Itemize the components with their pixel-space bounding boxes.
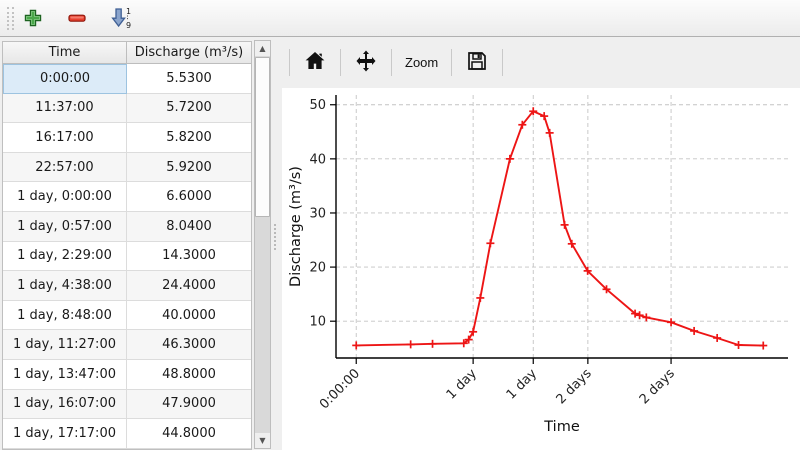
cell-time[interactable]: 1 day, 13:47:00 (3, 359, 127, 390)
cell-time[interactable]: 0:00:00 (3, 64, 127, 94)
table-row[interactable]: 16:17:00 5.8200 (3, 123, 251, 153)
cell-discharge[interactable]: 5.8200 (127, 123, 251, 153)
y-tick-label: 10 (309, 315, 326, 330)
sort-digit-1: 1 (126, 7, 131, 16)
discharge-plot-canvas[interactable]: 10 20 30 40 50 0:00:00 1 day 1 day 2 days 2 days T… (282, 88, 800, 450)
scroll-down-button[interactable]: ▼ (255, 433, 270, 448)
chart-toolbar: Zoom (282, 40, 510, 84)
y-tick-label: 30 (309, 206, 326, 221)
y-tick-label: 40 (309, 152, 326, 167)
cell-discharge[interactable]: 5.9200 (127, 152, 251, 183)
cell-time[interactable]: 1 day, 11:27:00 (3, 330, 127, 360)
table-body: 0:00:00 5.5300 11:37:00 5.7200 16:17:00 5.820… (3, 64, 251, 449)
main-toolbar: 1 9 (0, 0, 800, 37)
toolbar-separator (340, 48, 341, 76)
remove-icon (66, 7, 88, 32)
add-icon (22, 7, 44, 32)
save-figure-button[interactable] (459, 45, 495, 80)
table-row[interactable]: 1 day, 4:38:00 24.4000 (3, 271, 251, 301)
table-header: Time Discharge (m³/s) (3, 42, 251, 64)
discharge-series-line (356, 110, 764, 347)
toolbar-separator (502, 48, 504, 76)
cell-time[interactable]: 1 day, 17:17:00 (3, 419, 127, 449)
table-row[interactable]: 1 day, 8:48:00 40.0000 (3, 300, 251, 331)
y-tick-label: 20 (309, 261, 326, 276)
discharge-line-chart[interactable]: 10 20 30 40 50 0:00:00 1 day 1 day 2 days 2 days T… (282, 88, 800, 450)
x-tick-label: 2 days (637, 366, 678, 407)
cell-time[interactable]: 16:17:00 (3, 123, 127, 153)
x-tick-label: 0:00:00 (317, 366, 363, 412)
home-view-button[interactable] (297, 45, 333, 80)
cell-time[interactable]: 1 day, 0:57:00 (3, 211, 127, 242)
table-row[interactable]: 1 day, 11:27:00 46.3000 (3, 330, 251, 360)
home-icon (303, 49, 327, 76)
cell-time[interactable]: 22:57:00 (3, 152, 127, 183)
toolbar-separator (451, 48, 453, 76)
zoom-button[interactable]: Zoom (399, 51, 444, 74)
table-row[interactable]: 22:57:00 5.9200 (3, 152, 251, 183)
cell-discharge[interactable]: 46.3000 (127, 330, 251, 360)
scroll-up-button[interactable]: ▲ (255, 41, 270, 56)
table-row[interactable]: 11:37:00 5.7200 (3, 93, 251, 124)
toolbar-separator (391, 48, 392, 76)
x-tick-label: 1 day (444, 366, 481, 403)
cell-time[interactable]: 1 day, 2:29:00 (3, 241, 127, 272)
table-row[interactable]: 0:00:00 5.5300 (3, 64, 251, 94)
table-scrollbar[interactable]: ▲ ▼ (254, 40, 271, 449)
cell-discharge[interactable]: 24.4000 (127, 271, 251, 301)
table-row[interactable]: 1 day, 0:00:00 6.6000 (3, 182, 251, 212)
table-row[interactable]: 1 day, 17:17:00 44.8000 (3, 419, 251, 449)
scrollbar-thumb[interactable] (255, 57, 270, 217)
x-axis-label: Time (543, 419, 580, 435)
pan-icon (354, 49, 378, 76)
cell-discharge[interactable]: 8.0400 (127, 211, 251, 242)
cell-time[interactable]: 1 day, 4:38:00 (3, 271, 127, 301)
pan-button[interactable] (348, 45, 384, 80)
cell-time[interactable]: 1 day, 8:48:00 (3, 300, 127, 331)
cell-discharge[interactable]: 47.9000 (127, 389, 251, 420)
table-row[interactable]: 1 day, 13:47:00 48.8000 (3, 359, 251, 390)
panel-splitter-handle[interactable] (274, 224, 279, 250)
cell-discharge[interactable]: 40.0000 (127, 300, 251, 331)
x-tick-label: 2 days (554, 366, 595, 407)
column-header-discharge[interactable]: Discharge (m³/s) (127, 42, 251, 64)
toolbar-drag-handle[interactable] (7, 7, 14, 30)
table-row[interactable]: 1 day, 16:07:00 47.9000 (3, 389, 251, 420)
toolbar-separator (289, 48, 290, 76)
sort-ascending-button[interactable]: 1 9 (106, 4, 136, 34)
cell-discharge[interactable]: 44.8000 (127, 419, 251, 449)
y-tick-label: 50 (309, 98, 326, 113)
save-icon (465, 49, 489, 76)
sort-ascending-icon: 1 9 (109, 6, 133, 33)
x-tick-label: 1 day (504, 366, 541, 403)
cell-discharge[interactable]: 5.7200 (127, 93, 251, 124)
table-row[interactable]: 1 day, 0:57:00 8.0400 (3, 211, 251, 242)
cell-time[interactable]: 11:37:00 (3, 93, 127, 124)
column-header-time[interactable]: Time (3, 42, 127, 64)
cell-time[interactable]: 1 day, 16:07:00 (3, 389, 127, 420)
add-row-button[interactable] (18, 4, 48, 34)
cell-discharge[interactable]: 5.5300 (127, 64, 251, 94)
cell-discharge[interactable]: 48.8000 (127, 359, 251, 390)
cell-discharge[interactable]: 6.6000 (127, 182, 251, 212)
y-axis-label: Discharge (m³/s) (288, 166, 304, 287)
cell-discharge[interactable]: 14.3000 (127, 241, 251, 272)
remove-row-button[interactable] (62, 4, 92, 34)
table-row[interactable]: 1 day, 2:29:00 14.3000 (3, 241, 251, 272)
cell-time[interactable]: 1 day, 0:00:00 (3, 182, 127, 212)
timeseries-table: Time Discharge (m³/s) 0:00:00 5.5300 11:37… (2, 41, 252, 450)
sort-digit-9: 9 (126, 21, 131, 30)
